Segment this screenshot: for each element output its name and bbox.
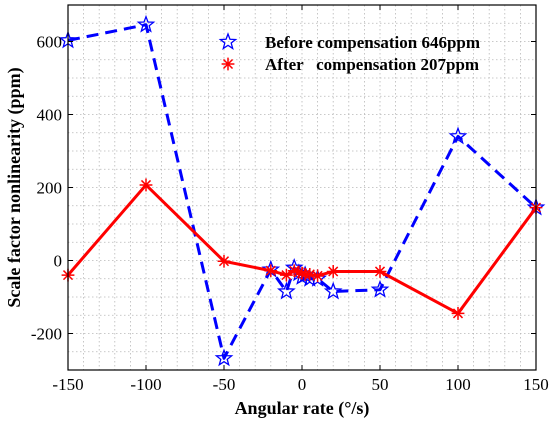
data-point <box>451 307 465 320</box>
legend-marker <box>218 32 238 50</box>
data-point <box>264 264 278 278</box>
y-tick-label: 400 <box>37 106 63 125</box>
grid <box>68 5 536 370</box>
data-point <box>136 14 156 33</box>
ticks: -150 -100 -50 0 50 100 150 -200 0 200 400 600 <box>31 5 549 394</box>
data-point <box>139 178 153 192</box>
y-tick-label: -200 <box>31 325 62 344</box>
legend-marker <box>221 57 235 71</box>
data-point <box>295 266 309 280</box>
x-tick-label: 150 <box>523 375 549 394</box>
data-point <box>326 265 340 278</box>
legend-entry: Before compensation 646ppm <box>265 33 480 52</box>
series-line <box>67 23 538 360</box>
data-point <box>303 267 317 281</box>
y-tick-label: 600 <box>37 33 63 52</box>
data-point <box>280 268 293 282</box>
y-tick-label: 0 <box>54 252 63 271</box>
x-tick-label: 100 <box>445 375 471 394</box>
data-point <box>370 279 390 298</box>
data-point <box>448 126 468 145</box>
data-point <box>287 264 301 278</box>
y-tick-label: 200 <box>37 179 63 198</box>
x-tick-label: -100 <box>130 375 161 394</box>
x-tick-label: 50 <box>372 375 389 394</box>
data-point <box>373 265 387 278</box>
data-point <box>217 254 231 268</box>
x-tick-label: -50 <box>213 375 236 394</box>
data-point <box>311 269 324 283</box>
x-axis-title: Angular rate (°/s) <box>235 398 370 419</box>
y-axis-title: Scale factor nonlinearity (ppm) <box>4 67 25 307</box>
data-point <box>277 281 296 300</box>
x-tick-label: -150 <box>52 375 83 394</box>
data-point <box>323 281 343 300</box>
data-point <box>214 348 234 367</box>
data-point <box>292 265 306 279</box>
legend-entry: After compensation 207ppm <box>265 55 479 74</box>
legend: Before compensation 646ppm After compensa… <box>218 32 480 74</box>
x-tick-label: 0 <box>298 375 307 394</box>
